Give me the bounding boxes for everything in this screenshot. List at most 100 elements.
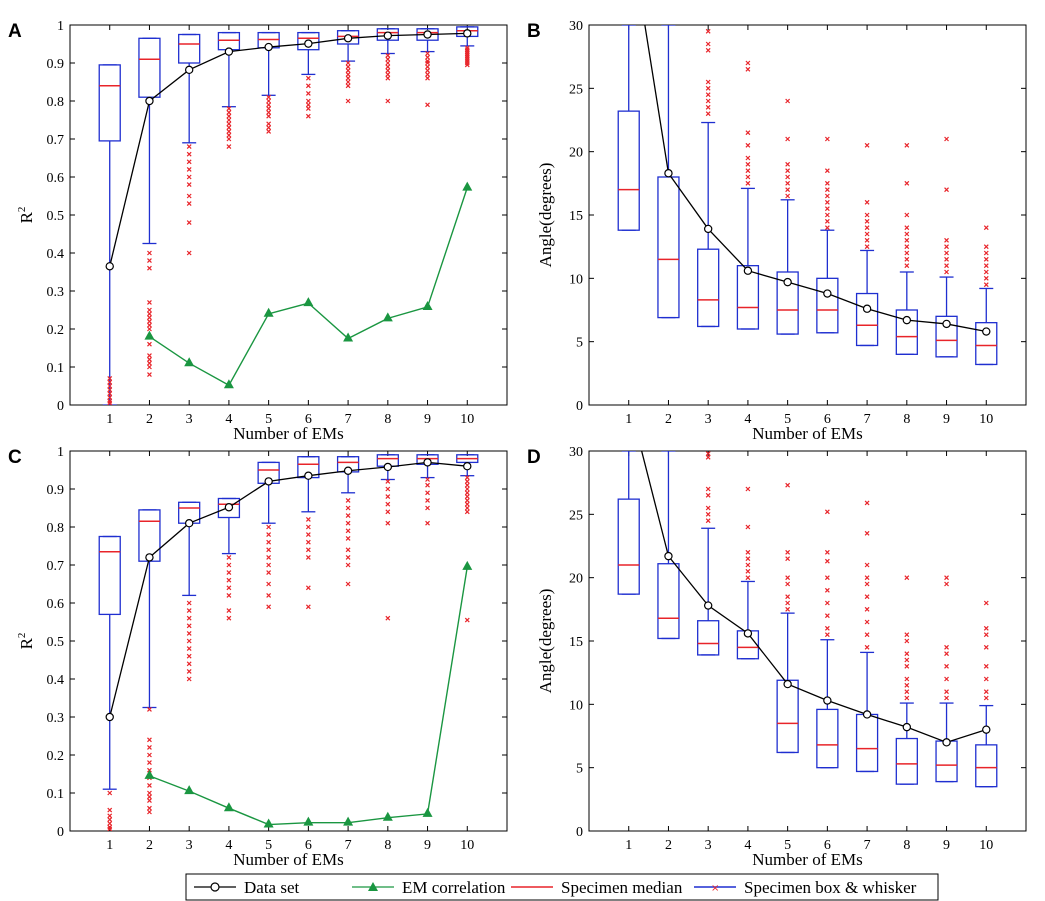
panel-b-outlier	[745, 155, 751, 161]
panel-a-xtick-label: 6	[305, 412, 312, 427]
panel-b-ytick-label: 5	[576, 336, 583, 351]
panel-d-box-10	[975, 704, 998, 788]
panel-c-ytick-label: 0.8	[47, 521, 65, 536]
panel-b-outlier	[944, 263, 949, 269]
panel-d-outlier	[864, 500, 870, 506]
panel-c-outlier	[266, 532, 272, 538]
panel-d-xtick-label: 1	[625, 838, 632, 853]
panel-c-outlier	[345, 505, 351, 511]
panel-a-outlier	[385, 64, 391, 70]
panel-a-outlier	[305, 75, 311, 81]
panel-a-outlier	[385, 71, 391, 77]
panel-c-outlier	[186, 630, 192, 636]
panel-b-outlier	[904, 237, 910, 243]
panel-c-xtick-label: 8	[384, 838, 391, 853]
panel-b-outlier	[944, 244, 949, 250]
panel-b-outlier	[745, 60, 751, 66]
panel-b-xtick-label: 3	[705, 412, 712, 427]
box-body	[975, 322, 998, 366]
panel-b-outlier	[983, 282, 989, 288]
panel-b-outlier	[983, 225, 989, 231]
panel-c-outlier	[425, 497, 430, 503]
panel-c-outlier	[385, 520, 391, 526]
panel-a-outlier	[305, 98, 311, 104]
panel-b-outlier	[824, 212, 830, 218]
panel-c-outlier	[385, 615, 391, 621]
panel-a-outlier	[305, 102, 311, 108]
panel-c-outlier	[305, 539, 311, 545]
panel-a-outlier	[266, 113, 272, 119]
panel-d-outlier	[944, 676, 949, 682]
panel-b-outlier	[785, 187, 791, 193]
panel-a-outlier	[345, 71, 351, 77]
panel-c-em-correlation-point	[382, 811, 393, 821]
panel-c-outlier	[464, 478, 470, 484]
panel-c-em-correlation-point	[144, 769, 155, 779]
panel-a-outlier	[186, 166, 192, 172]
panel-c-outlier	[345, 497, 351, 503]
panel-b-outlier	[983, 244, 989, 250]
panel-d-data-set-line	[640, 451, 987, 744]
panel-d-outlier	[864, 644, 870, 650]
panel-d-outlier	[864, 581, 870, 587]
panel-c-outlier	[266, 524, 272, 530]
panel-b-data-set-point	[982, 327, 991, 336]
panel-b-outlier	[944, 250, 949, 256]
panel-a-outlier	[147, 356, 152, 362]
panel-a-em-correlation-point	[343, 332, 354, 342]
panel-d-outlier	[983, 632, 989, 638]
box-body	[98, 64, 121, 142]
panel-b-box-5	[776, 199, 799, 335]
panel-d-data-set-point	[783, 679, 792, 689]
panel-b-xlabel: Number of EMs	[752, 424, 862, 443]
panel-b-outlier	[983, 250, 989, 256]
box-body	[297, 31, 320, 51]
panel-d-ytick-label: 10	[569, 698, 583, 713]
panel-c-ytick-label: 0.5	[47, 635, 65, 650]
panel-a: 0 0.1 0.2 0.3 0.4 0.5 0.6 0.7 0.8 0.9 1 1 2 3 4 5 6 7 8 9 10…	[8, 19, 508, 443]
panel-b-outlier	[904, 225, 910, 231]
panel-c-outlier	[425, 490, 430, 496]
panel-b-outlier	[785, 168, 791, 174]
panel-a-xtick-label: 8	[384, 412, 391, 427]
panel-a-ytick-label: 0.2	[47, 323, 65, 338]
panel-b-ytick-label: 15	[569, 209, 583, 224]
panel-c-outlier	[266, 554, 272, 560]
panel-c: 0 0.1 0.2 0.3 0.4 0.5 0.6 0.7 0.8 0.9 1 1 2 3 4 5 6 7 8 9 10…	[8, 445, 508, 869]
panel-d-xlabel: Number of EMs	[752, 850, 862, 869]
panel-a-box-5	[257, 31, 280, 96]
panel-c-outlier	[147, 809, 152, 815]
panel-d-outlier	[983, 695, 989, 701]
panel-b-plot-area	[617, 25, 998, 366]
panel-d-outlier	[824, 600, 830, 606]
box-body	[657, 563, 680, 640]
panel-d-outlier	[785, 594, 791, 600]
panel-c-outlier	[226, 608, 232, 614]
panel-c-outlier	[464, 617, 470, 623]
panel-a-data-set-line	[109, 32, 468, 267]
panel-a-data-set-point	[304, 39, 313, 48]
panel-c-outlier	[464, 494, 470, 500]
panel-c-ytick-label: 0.6	[47, 597, 65, 612]
panel-a-outlier	[186, 193, 192, 199]
panel-d-outlier	[824, 613, 830, 619]
panel-b-outlier	[785, 193, 791, 199]
panel-b-outlier	[864, 199, 870, 205]
panel-b-outlier	[705, 111, 711, 117]
panel-c-box-1	[98, 535, 121, 790]
panel-a-data-set-point	[105, 262, 114, 271]
panel-b-data-set-point	[743, 266, 753, 275]
panel-c-outlier	[266, 581, 272, 587]
panel-a-data-set-point	[423, 30, 432, 39]
panel-a-data-set-point	[184, 65, 194, 75]
panel-a-outlier	[425, 68, 430, 74]
panel-a-box-6	[297, 31, 320, 76]
panel-b-outlier	[864, 225, 870, 231]
panel-a-outlier	[385, 75, 391, 81]
panel-d-outlier	[944, 651, 949, 657]
panel-a-outlier	[147, 326, 152, 332]
panel-b-data-set-point	[703, 224, 713, 234]
panel-a-box-1	[98, 64, 121, 405]
panel-d-xtick-label: 6	[824, 838, 831, 853]
